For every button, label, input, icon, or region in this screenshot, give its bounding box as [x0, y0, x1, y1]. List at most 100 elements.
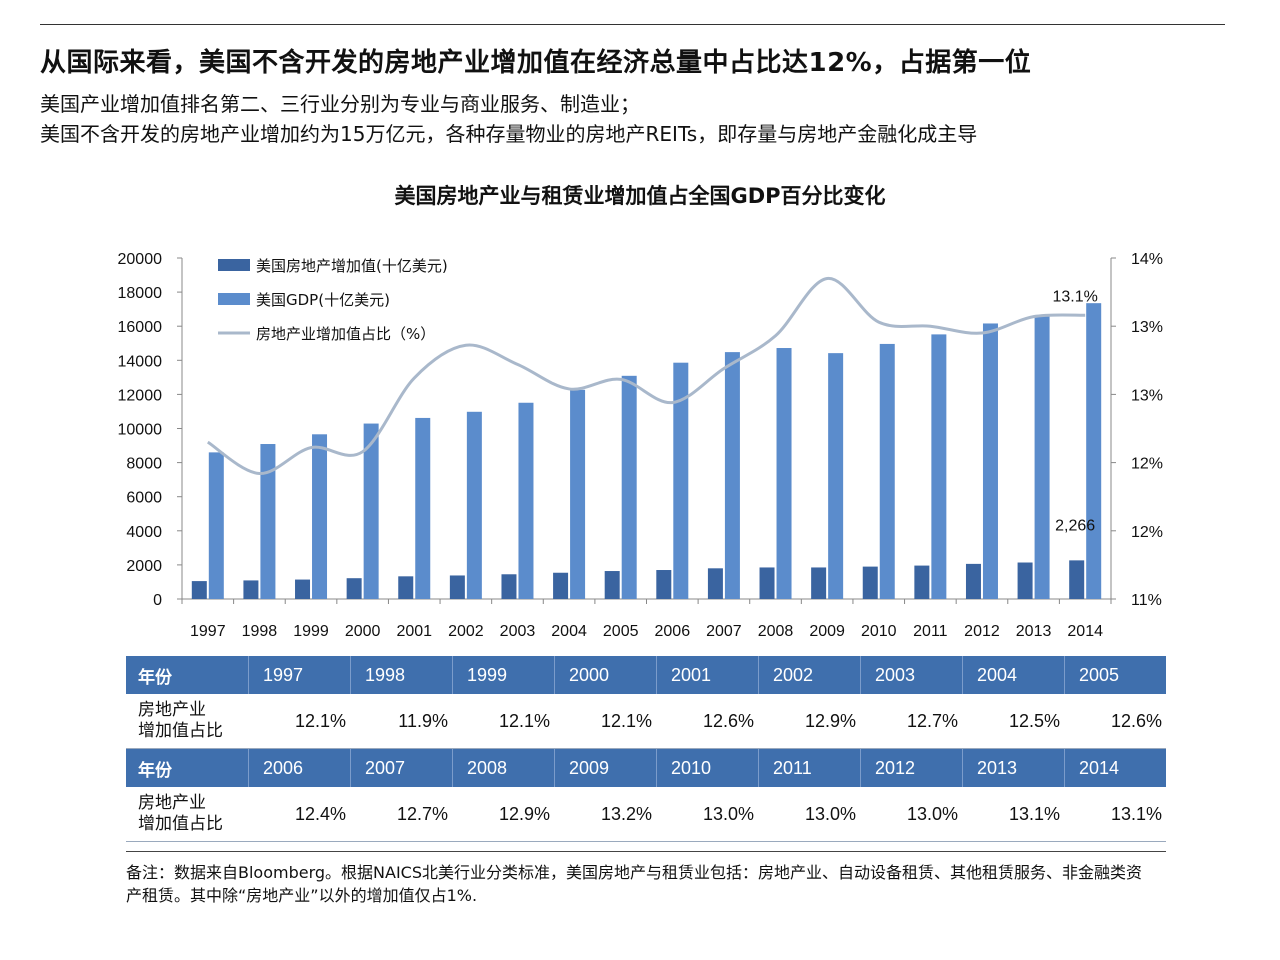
left-axis-tick-label: 14000 — [118, 353, 163, 370]
bar-real-estate-value — [398, 576, 414, 599]
x-axis-tick-label: 2007 — [706, 623, 742, 640]
x-axis-tick-label: 2009 — [809, 623, 845, 640]
x-axis-tick-label: 2002 — [448, 623, 484, 640]
bar-real-estate-value — [604, 571, 620, 599]
left-axis-tick-label: 0 — [153, 592, 162, 609]
table-year: 2005 — [1064, 656, 1166, 694]
table-year: 1997 — [248, 656, 350, 694]
table-header-row: 年份 2006 2007 2008 2009 2010 2011 2012 20… — [126, 749, 1166, 787]
table-header-label: 年份 — [138, 667, 172, 688]
left-axis-tick-label: 2000 — [126, 558, 162, 575]
bar-real-estate-value — [914, 565, 930, 599]
bar-us-gdp — [673, 362, 689, 599]
bar-us-gdp — [415, 417, 431, 599]
table-year: 2008 — [452, 749, 554, 787]
right-axis-tick-label: 12% — [1131, 456, 1163, 473]
table-value: 13.2% — [600, 803, 652, 824]
table-header-row: 年份 1997 1998 1999 2000 2001 2002 2003 20… — [126, 656, 1166, 694]
x-axis-tick-label: 1999 — [293, 623, 329, 640]
data-label: 13.1% — [1053, 288, 1098, 305]
left-axis-tick-label: 6000 — [126, 490, 162, 507]
table-year: 2010 — [656, 749, 758, 787]
legend-label-share-line: 房地产业增加值占比（%） — [256, 325, 435, 343]
table-row-label: 房地产业 增加值占比 — [138, 793, 223, 834]
line-real-estate-share — [206, 276, 1086, 476]
table-year: 2014 — [1064, 749, 1166, 787]
x-axis-tick-label: 2012 — [964, 623, 1000, 640]
table-year: 2003 — [860, 656, 962, 694]
bar-us-gdp — [1034, 314, 1050, 599]
bar-us-gdp — [879, 343, 895, 599]
table-value: 12.4% — [294, 803, 346, 824]
bar-us-gdp — [363, 423, 379, 599]
right-axis-tick-label: 12% — [1131, 524, 1163, 541]
table-value: 13.0% — [702, 803, 754, 824]
bar-us-gdp — [312, 434, 328, 599]
table-value: 12.5% — [1008, 710, 1060, 731]
summary-line-1: 美国产业增加值排名第二、三行业分别为专业与商业服务、制造业； — [40, 92, 640, 116]
table-year: 2006 — [248, 749, 350, 787]
bar-us-gdp — [1086, 303, 1102, 599]
left-axis-tick-label: 20000 — [118, 251, 163, 268]
x-axis-tick-label: 2004 — [551, 623, 587, 640]
table-value: 12.7% — [906, 710, 958, 731]
bar-us-gdp — [982, 323, 998, 599]
table-year: 2007 — [350, 749, 452, 787]
x-axis-tick-label: 2003 — [500, 623, 536, 640]
table-value: 12.9% — [498, 803, 550, 824]
x-axis-tick-label: 2014 — [1067, 623, 1103, 640]
right-axis-tick-label: 14% — [1131, 251, 1163, 268]
table-row-label: 房地产业 增加值占比 — [138, 700, 223, 741]
bar-real-estate-value — [1069, 560, 1085, 599]
table-value: 13.1% — [1110, 803, 1162, 824]
share-table-2006-2014: 年份 2006 2007 2008 2009 2010 2011 2012 20… — [126, 749, 1166, 842]
table-year: 2001 — [656, 656, 758, 694]
legend-swatch-real-estate-value — [218, 259, 250, 271]
left-axis-tick-label: 16000 — [118, 319, 163, 336]
legend-label-us-gdp: 美国GDP(十亿美元) — [256, 291, 390, 309]
table-value: 13.0% — [906, 803, 958, 824]
bar-real-estate-value — [501, 574, 517, 599]
table-value: 12.6% — [1110, 710, 1162, 731]
table-value: 11.9% — [398, 710, 448, 731]
left-axis-tick-label: 4000 — [126, 524, 162, 541]
bar-real-estate-value — [965, 563, 981, 599]
bar-us-gdp — [776, 348, 792, 599]
table-value: 12.9% — [804, 710, 856, 731]
legend-label-real-estate-value: 美国房地产增加值(十亿美元) — [256, 257, 448, 275]
bar-us-gdp — [466, 411, 482, 599]
table-year: 2000 — [554, 656, 656, 694]
bar-us-gdp — [260, 444, 276, 599]
table-value: 12.6% — [702, 710, 754, 731]
x-axis-tick-label: 2001 — [396, 623, 432, 640]
table-year: 2013 — [962, 749, 1064, 787]
x-axis-tick-label: 1997 — [190, 623, 226, 640]
x-axis-tick-label: 1998 — [242, 623, 278, 640]
x-axis-tick-label: 2008 — [758, 623, 794, 640]
bar-real-estate-value — [656, 570, 672, 599]
footnote: 备注：数据来自Bloomberg。根据NAICS北美行业分类标准，美国房地产与租… — [126, 863, 1143, 905]
bar-real-estate-value — [243, 580, 259, 599]
table-year: 2009 — [554, 749, 656, 787]
left-axis-tick-label: 8000 — [126, 456, 162, 473]
legend-swatch-us-gdp — [218, 293, 250, 305]
left-axis-tick-label: 12000 — [118, 387, 163, 404]
table-year: 2012 — [860, 749, 962, 787]
table-value: 12.7% — [396, 803, 448, 824]
bar-us-gdp — [621, 375, 637, 599]
bar-real-estate-value — [553, 572, 569, 599]
gdp-share-chart: 0 2000 4000 6000 8000 10000 12000 14000 16000 180… — [118, 251, 1164, 640]
table-year: 1998 — [350, 656, 452, 694]
bar-real-estate-value — [707, 568, 723, 599]
right-axis-tick-label: 13% — [1131, 319, 1163, 336]
bar-us-gdp — [931, 334, 947, 599]
table-year: 2002 — [758, 656, 860, 694]
x-axis-tick-label: 2006 — [655, 623, 691, 640]
left-axis-tick-label: 10000 — [118, 422, 163, 439]
x-axis-tick-label: 2010 — [861, 623, 897, 640]
table-value: 13.0% — [804, 803, 856, 824]
bar-real-estate-value — [295, 579, 311, 599]
table-value: 12.1% — [294, 710, 346, 731]
table-row: 房地产业 增加值占比 12.1% 11.9% 12.1% 12.1% 12.6%… — [126, 694, 1166, 749]
note-rule — [126, 851, 1166, 852]
